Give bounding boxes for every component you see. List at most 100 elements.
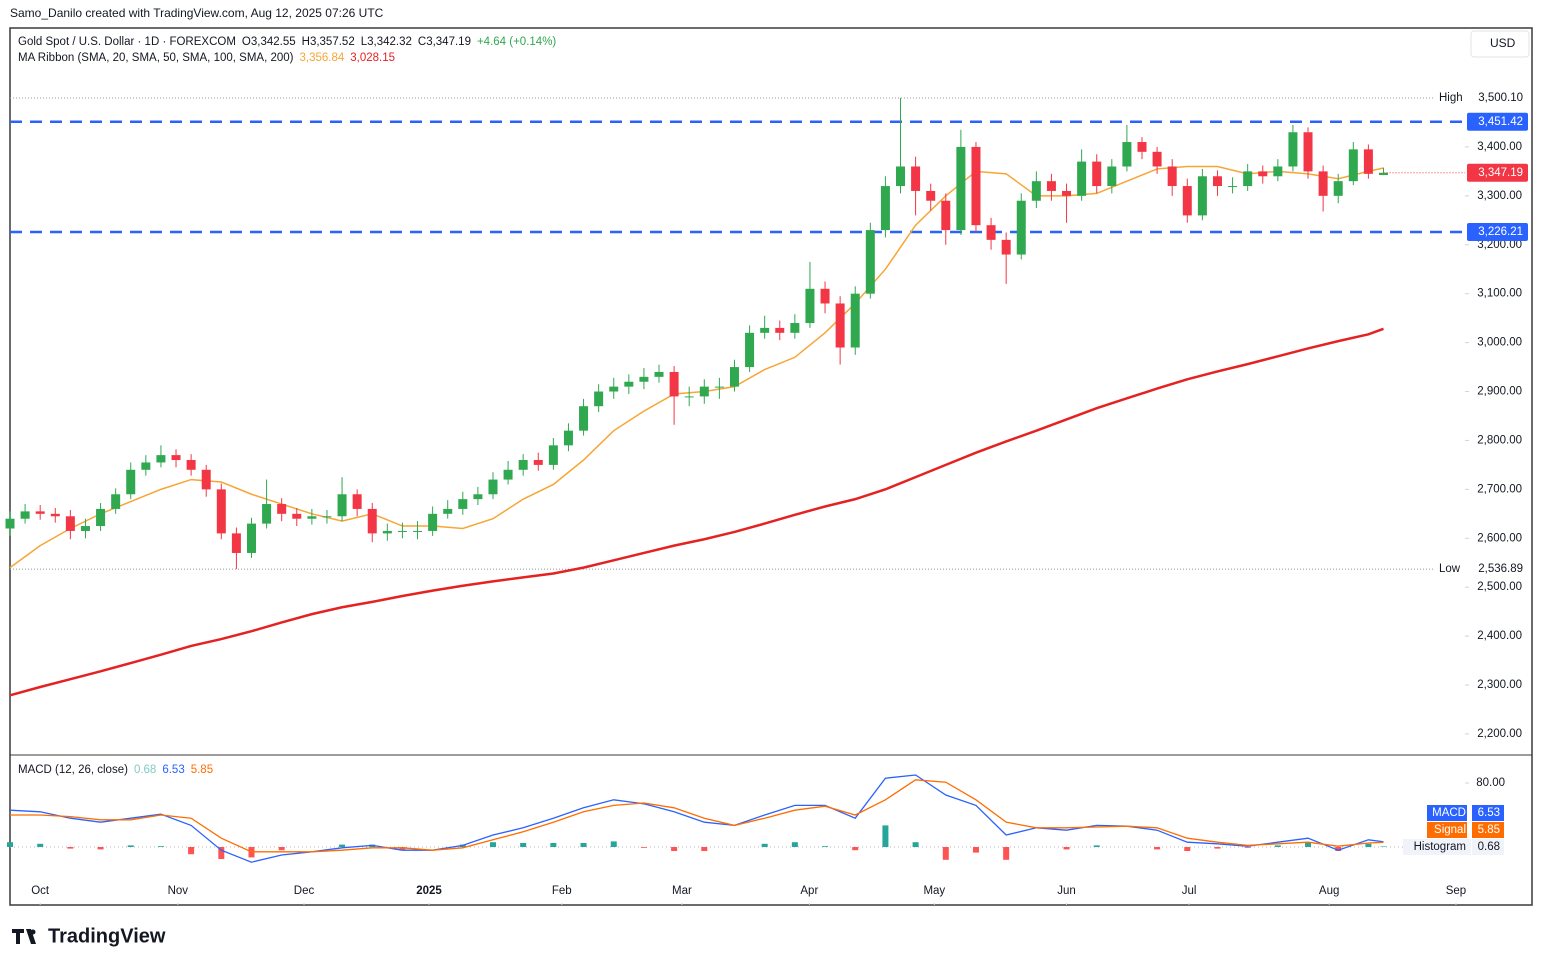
candle-body <box>1243 171 1253 187</box>
candle-body <box>216 489 226 534</box>
candle-body <box>654 371 664 377</box>
currency-button[interactable] <box>1470 30 1530 58</box>
candle-body <box>1137 142 1147 152</box>
histogram-bar <box>640 847 647 848</box>
extreme-text: Low <box>1439 563 1461 575</box>
candle-body <box>941 200 951 231</box>
macd-legend-value: 6.53 <box>162 764 184 776</box>
candle-body <box>579 406 589 431</box>
histogram-bar <box>1214 847 1221 849</box>
histogram-bar <box>1365 843 1372 847</box>
series-tag-name: MACD <box>1432 807 1466 819</box>
candle-body <box>1031 181 1041 201</box>
currency[interactable]: USD <box>1490 36 1516 50</box>
histogram-bar <box>912 842 919 847</box>
candle-body <box>533 460 543 465</box>
candle-body <box>609 386 619 392</box>
x-tick-label: Apr <box>800 885 818 897</box>
x-tick-label: Jul <box>1182 885 1197 897</box>
candle-body <box>1122 142 1132 167</box>
histogram-bar <box>1184 847 1191 851</box>
candle-body <box>775 327 785 333</box>
ohlc-value: H3,357.52 <box>302 36 355 48</box>
macd-line <box>9 774 1384 863</box>
candle-body <box>1348 149 1358 182</box>
histogram-bar <box>701 847 708 851</box>
candle-body <box>1318 171 1328 196</box>
candle-body <box>790 323 800 333</box>
candle-body <box>337 494 347 517</box>
logo-mark <box>12 929 36 944</box>
candle-body <box>292 513 302 519</box>
candle-body <box>322 516 332 518</box>
candle-body <box>1062 190 1072 196</box>
series-tag <box>1403 839 1471 855</box>
histogram-bar <box>278 847 285 851</box>
candle-body <box>141 462 151 470</box>
candle-body <box>382 530 392 534</box>
extreme-tag <box>1434 89 1528 106</box>
candle-body <box>1046 181 1056 191</box>
histogram-bar <box>97 847 104 850</box>
histogram-bar <box>1244 847 1251 848</box>
candle-body <box>171 455 181 461</box>
histogram-bar <box>1093 845 1100 847</box>
candle-body <box>926 190 936 201</box>
series-value-tag <box>1472 839 1504 855</box>
symbol-legend: Gold Spot / U.S. Dollar · 1D · FOREXCOM O… <box>18 36 556 48</box>
candle-body <box>503 469 513 480</box>
candle-body <box>760 327 770 333</box>
candle-body <box>805 288 815 324</box>
brand: TradingView <box>48 925 166 947</box>
y-tick-label: 3,100.00 <box>1477 288 1522 300</box>
histogram-bar <box>942 847 949 860</box>
candle-body <box>745 332 755 368</box>
ohlc-value: O3,342.55 <box>242 36 296 48</box>
series-value-tag <box>1472 822 1504 838</box>
candle-body <box>156 455 166 463</box>
histogram-bar <box>852 847 859 851</box>
x-tick-label: 2025 <box>416 885 442 897</box>
candle-body <box>1273 166 1283 177</box>
histogram-bar <box>127 845 134 847</box>
y-tick-label: 3,000.00 <box>1477 337 1522 349</box>
candle-body <box>413 530 423 532</box>
y-tick-label: 3,400.00 <box>1477 141 1522 153</box>
candle-body <box>1077 161 1087 196</box>
candle-body <box>1001 239 1011 255</box>
candle-body <box>639 376 649 382</box>
candle-body <box>1303 132 1313 172</box>
candle-body <box>835 303 845 348</box>
candle-body <box>699 386 709 397</box>
series-tag-name: Signal <box>1434 824 1466 836</box>
candle-body <box>186 460 196 470</box>
hline-label: 3,451.42 <box>1478 116 1523 128</box>
y-tick-label: 2,500.00 <box>1477 581 1522 593</box>
ohlc-value: L3,342.32 <box>361 36 412 48</box>
candle-body <box>1152 151 1162 167</box>
candle-body <box>518 460 528 470</box>
candle-body <box>1212 176 1222 187</box>
candle-body <box>35 511 45 514</box>
histogram-bar <box>1154 847 1161 850</box>
candle-body <box>1258 171 1268 177</box>
histogram-bar <box>157 846 164 847</box>
moving-average <box>9 327 1384 697</box>
histogram-bar <box>1335 847 1342 851</box>
x-tick-label: Mar <box>672 885 692 897</box>
histogram-bar <box>1380 846 1387 847</box>
candle-body <box>352 494 362 509</box>
histogram-bar <box>1274 845 1281 847</box>
series-value-tag <box>1472 805 1504 821</box>
series-tag <box>1427 805 1467 821</box>
candle-body <box>1333 181 1343 196</box>
macd-title: MACD (12, 26, close) <box>18 764 128 776</box>
hline-tag <box>1467 222 1528 241</box>
candle-body <box>956 146 966 231</box>
credit: Samo_Danilo created with TradingView.com… <box>10 6 384 20</box>
candle-body <box>684 396 694 398</box>
candle-body <box>1197 176 1207 216</box>
candle-body <box>307 516 317 519</box>
candle-body <box>96 508 106 527</box>
